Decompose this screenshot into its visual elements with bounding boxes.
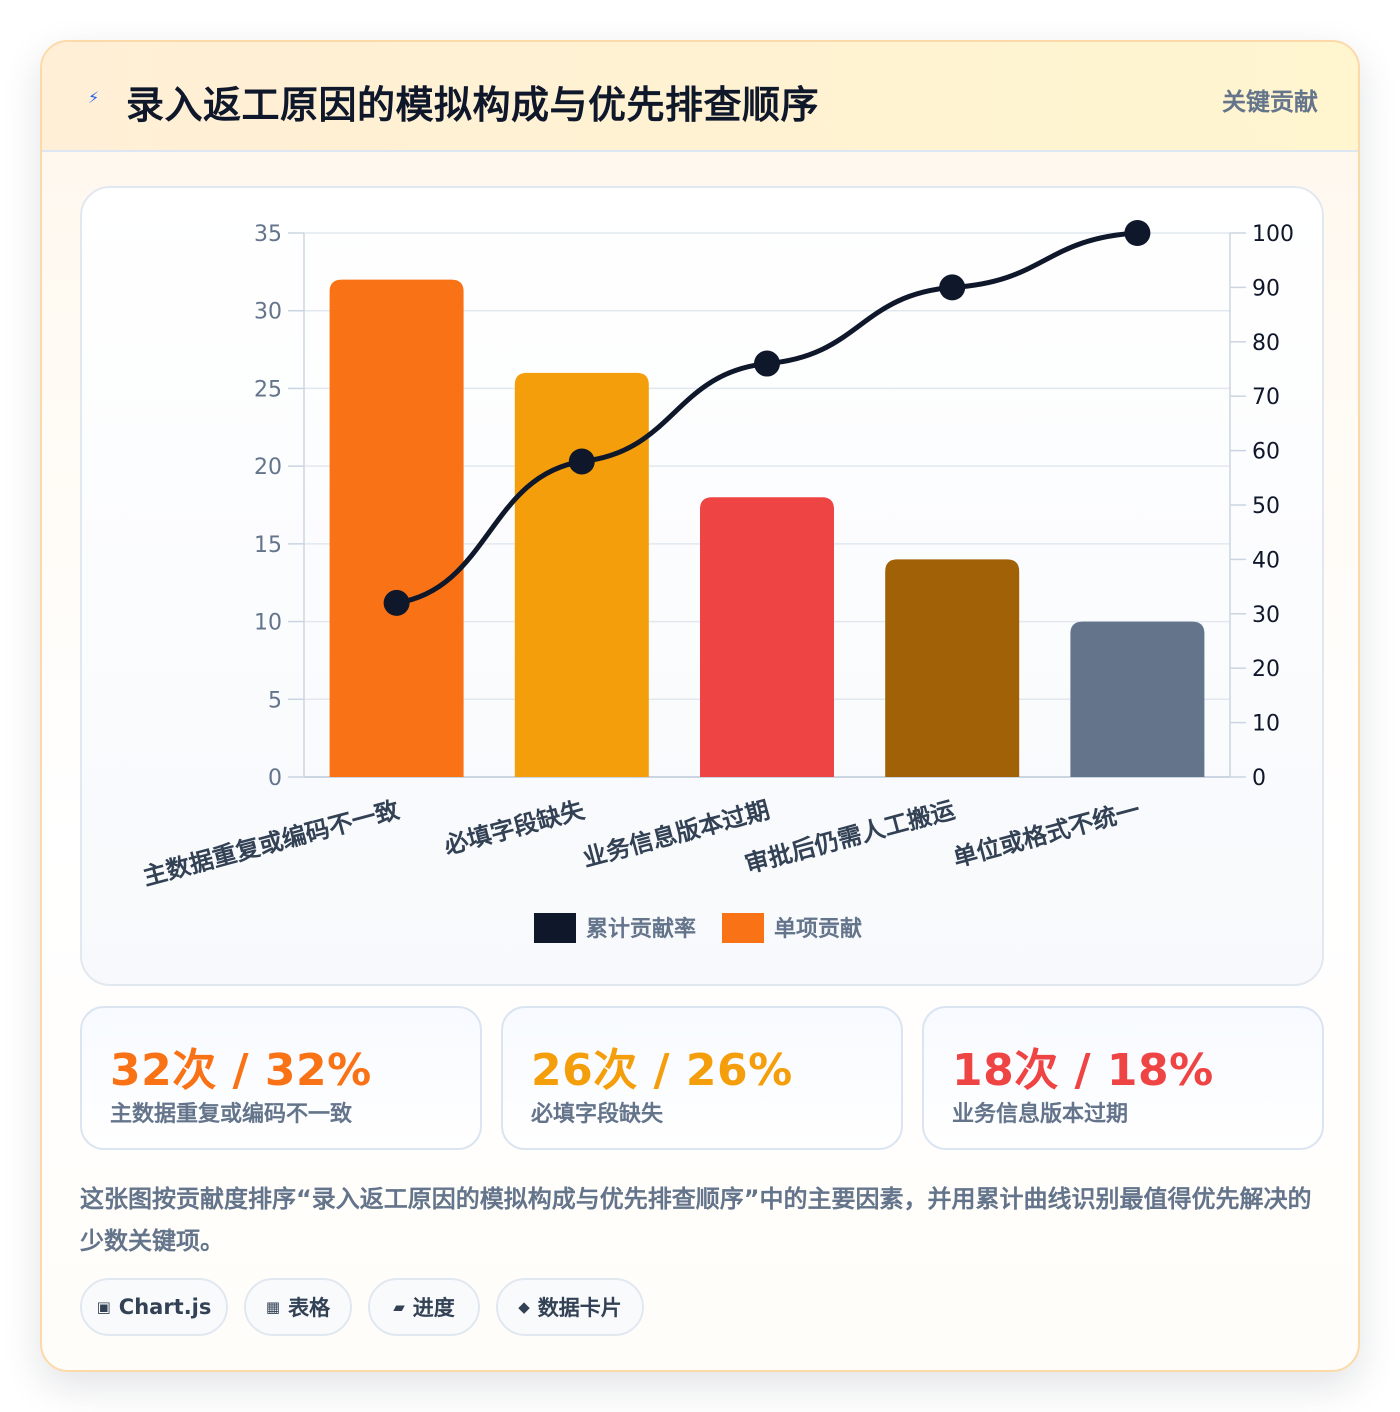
tag-label: 数据卡片	[537, 1296, 622, 1320]
y2-tick-label: 20	[1252, 657, 1280, 682]
legend-swatch	[534, 913, 576, 943]
tag-label: 表格	[288, 1296, 331, 1320]
y2-tick-label: 70	[1252, 385, 1280, 410]
page-title: 录入返工原因的模拟构成与优先排查顺序	[126, 83, 820, 127]
x-tick-label: 单位或格式不统一	[950, 796, 1143, 873]
lightning-icon: ⚡	[88, 88, 100, 107]
y-tick-label: 20	[254, 455, 282, 480]
pareto-card: ⚡ 录入返工原因的模拟构成与优先排查顺序 关键贡献 0 5 10 15 20 25 30 35…	[40, 40, 1360, 1372]
legend-label: 累计贡献率	[586, 916, 696, 942]
bar	[700, 497, 834, 777]
bar	[329, 279, 464, 777]
tag-label: Chart.js	[118, 1295, 212, 1319]
y2-tick-label: 90	[1252, 276, 1280, 301]
cumulative-point	[939, 274, 966, 301]
legend-swatch	[722, 913, 764, 943]
pareto-chart: 0 5 10 15 20 25 30 35 0 10 20 30 40 50 60 70 80 90 100 主数据重…	[140, 220, 1294, 943]
key-contribution-badge: 关键贡献	[1222, 88, 1318, 116]
cumulative-point	[754, 350, 780, 377]
legend-label: 单项贡献	[774, 916, 862, 942]
cumulative-point	[568, 448, 595, 475]
y2-tick-label: 30	[1252, 603, 1280, 628]
bar	[514, 372, 649, 777]
progress-icon: ▰	[393, 1298, 405, 1316]
tag-label: 进度	[412, 1296, 455, 1320]
chart-description: 这张图按贡献度排序“录入返工原因的模拟构成与优先排查顺序”中的主要因素，并用累计…	[80, 1185, 1312, 1255]
cumulative-point	[1124, 220, 1151, 246]
chart-icon: ▣	[96, 1298, 111, 1316]
stat-cards: 32次 / 32% 主数据重复或编码不一致 26次 / 26% 必填字段缺失 1…	[80, 1006, 1324, 1150]
y2-tick-label: 0	[1252, 766, 1266, 791]
stat-value: 18次 / 18%	[952, 1045, 1214, 1096]
stat-card-1: 32次 / 32% 主数据重复或编码不一致	[80, 1006, 482, 1150]
stat-card-3: 18次 / 18% 业务信息版本过期	[922, 1006, 1324, 1150]
y-tick-label: 35	[254, 222, 282, 247]
stat-label: 主数据重复或编码不一致	[110, 1102, 353, 1127]
y-tick-label: 10	[254, 611, 282, 636]
stat-label: 必填字段缺失	[531, 1102, 664, 1127]
chart-panel: 0 5 10 15 20 25 30 35 0 10 20 30 40 50 60 70 80 90 100 主数据重…	[80, 186, 1324, 986]
diamond-icon: ◆	[518, 1298, 530, 1316]
y2-tick-label: 40	[1252, 548, 1280, 573]
y2-tick-label: 100	[1252, 222, 1294, 247]
stat-card-2: 26次 / 26% 必填字段缺失	[501, 1006, 903, 1150]
tag-data-card[interactable]: ◆ 数据卡片	[496, 1278, 644, 1336]
bar	[1070, 621, 1205, 777]
y2-tick-label: 50	[1252, 494, 1280, 519]
tag-progress[interactable]: ▰ 进度	[368, 1278, 480, 1336]
cumulative-point	[383, 589, 410, 616]
stat-value: 26次 / 26%	[531, 1045, 793, 1096]
stat-value: 32次 / 32%	[110, 1045, 372, 1096]
x-tick-label: 必填字段缺失	[441, 795, 588, 860]
y-tick-label: 0	[268, 766, 282, 791]
bar	[885, 559, 1020, 777]
y-tick-label: 25	[254, 377, 282, 402]
y2-tick-label: 80	[1252, 331, 1280, 356]
table-icon: ▦	[265, 1298, 281, 1316]
y-tick-label: 5	[268, 688, 282, 713]
tag-chartjs[interactable]: ▣ Chart.js	[80, 1278, 228, 1336]
y-tick-label: 30	[254, 300, 282, 325]
y2-tick-label: 60	[1252, 440, 1280, 465]
card-header: ⚡ 录入返工原因的模拟构成与优先排查顺序 关键贡献	[42, 42, 1358, 152]
x-tick-label: 主数据重复或编码不一致	[140, 795, 403, 891]
tag-table[interactable]: ▦ 表格	[244, 1278, 352, 1336]
y2-tick-label: 10	[1252, 712, 1280, 737]
x-tick-label: 审批后仍需人工搬运	[742, 796, 958, 879]
stat-label: 业务信息版本过期	[952, 1102, 1129, 1127]
y-tick-label: 15	[254, 533, 282, 558]
